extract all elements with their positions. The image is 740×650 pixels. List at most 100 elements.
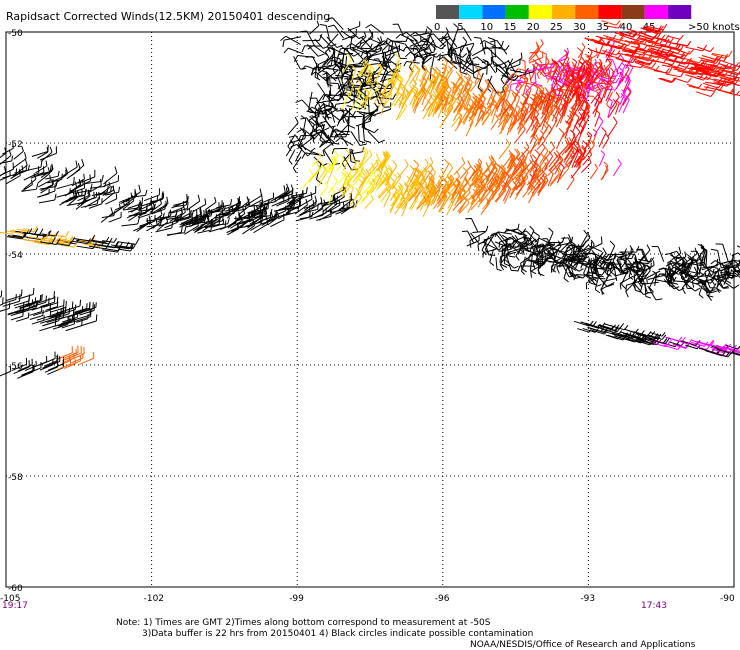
wind-barb [519,105,525,118]
wind-barb-flag [572,58,577,63]
wind-barb-flag [553,151,558,157]
wind-barb [582,154,593,166]
wind-barb-flag [648,53,653,59]
wind-barb [698,281,704,295]
wind-barb-flag [620,93,626,99]
wind-barb-flag [606,96,613,102]
wind-barb-flag [641,49,647,56]
wind-barb-flag [379,40,385,44]
wind-barb-flag [377,63,383,68]
wind-barb [389,83,395,96]
wind-barb [329,47,347,56]
wind-barb-flag [145,189,148,196]
wind-barb [525,80,537,93]
wind-barb [512,73,528,80]
wind-barb-flag [596,85,602,92]
wind-barb-flag [487,167,491,174]
wind-barb [260,219,275,225]
wind-barb-flag [717,82,723,89]
wind-barb-flag [710,275,715,281]
wind-barb-flag [204,198,207,205]
wind-barb-flag [333,149,339,156]
wind-barb-flag [65,230,70,238]
wind-barb [373,68,383,85]
wind-barb-flag [46,147,49,153]
wind-barb-flag [609,325,615,332]
wind-barb [309,214,323,220]
wind-barb-flag [412,79,417,85]
wind-barb [532,153,540,170]
wind-barb-flag [578,111,583,117]
wind-barb-flag [315,161,321,169]
wind-barb-flag [675,257,683,260]
wind-barb-flag [316,73,319,79]
wind-barb [682,259,687,278]
wind-barb [80,203,98,208]
wind-barb-flag [564,54,570,59]
wind-barb [509,157,516,170]
wind-barb [470,232,480,244]
wind-barb [90,239,106,243]
wind-barb-flag [662,23,668,31]
wind-barb-flag [401,192,405,198]
wind-barb [62,354,77,362]
wind-barb [382,51,385,66]
wind-barb [459,165,472,180]
wind-barb [248,204,262,208]
wind-barb [554,108,561,122]
wind-barb [435,76,443,89]
wind-barb-flag [372,172,378,179]
wind-barb [634,254,640,273]
wind-barb-flag [37,166,40,173]
wind-barb [149,197,164,206]
wind-barb-flag [312,135,315,143]
wind-barb [613,163,622,176]
wind-barb [419,195,429,211]
wind-barb-flag [545,87,551,95]
wind-barb [306,30,316,46]
wind-barb [38,199,55,204]
wind-barb-flag [334,104,337,110]
wind-barb-flag [611,324,616,330]
wind-barb [605,25,619,29]
wind-barb [444,98,449,113]
wind-barb-flag [578,268,584,272]
wind-barb-flag [389,80,395,85]
wind-barb [711,348,724,354]
wind-barb-flag [676,62,681,69]
wind-barb [560,261,570,278]
wind-barb [549,245,562,258]
wind-barb [528,49,540,62]
wind-barb-flag [446,95,453,101]
wind-barb [128,211,142,222]
wind-barb [395,81,402,96]
wind-barb-flag [707,289,714,294]
wind-barb-flag [227,217,230,224]
wind-barb [102,249,118,253]
wind-barb-flag [556,267,560,274]
wind-barb [544,128,553,141]
wind-barb-flag [573,89,580,95]
lon-tick-label: -90 [720,594,735,604]
wind-barb [542,147,555,162]
wind-barb-flag [310,192,313,200]
wind-barb-flag [613,327,619,333]
wind-barb-flag [509,84,512,92]
wind-barb-flag [130,243,135,248]
wind-barb-flag [592,321,597,327]
wind-barb-flag [710,290,718,294]
wind-barb [54,321,69,327]
wind-barb-flag [534,115,539,120]
wind-barb-flag [559,263,565,268]
wind-barb [685,344,698,350]
wind-barb-flag [529,159,534,166]
wind-barb-flag [365,169,370,176]
wind-barb-flag [506,113,513,119]
wind-barb-flag [261,199,264,205]
wind-barb [620,270,629,285]
wind-barb-flag [99,178,102,186]
wind-barb [614,102,620,115]
wind-barb-flag [642,37,647,43]
wind-barb-flag [481,104,487,109]
